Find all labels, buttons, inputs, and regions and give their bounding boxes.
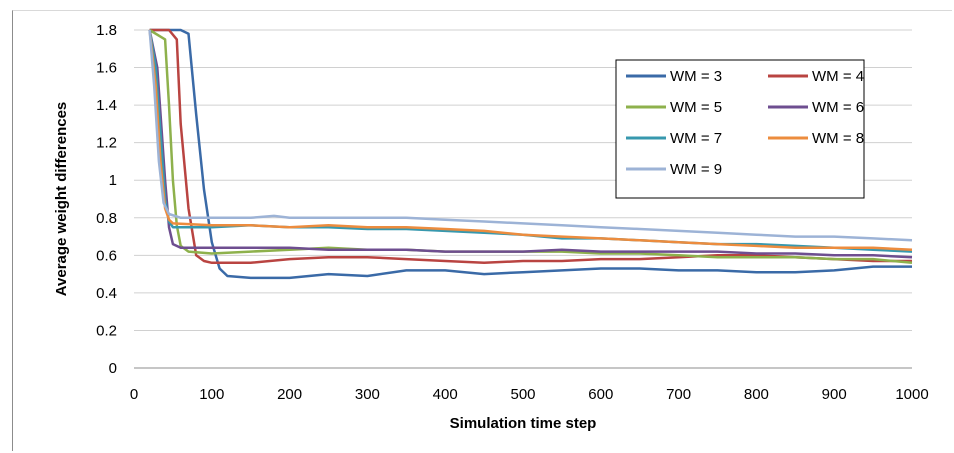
y-tick-label: 0.4 [96, 285, 117, 302]
y-axis-title: Average weight differences [53, 102, 70, 297]
x-tick-label: 400 [433, 386, 458, 403]
x-axis-ticks: 0 100 200 300 400 500 600 700 800 900 1000 [130, 386, 929, 403]
series-layer [148, 28, 913, 280]
y-tick-label: 0.8 [96, 210, 117, 227]
x-tick-label: 500 [510, 386, 535, 403]
legend: WM = 3 WM = 4 WM = 5 WM = 6 WM = 7 WM = 8 WM =… [615, 59, 865, 199]
y-axis-ticks: 0 0.2 0.4 0.6 0.8 1 1.2 1.4 1.6 1.8 [96, 22, 117, 377]
x-tick-label: 300 [355, 386, 380, 403]
y-tick-label: 0.2 [96, 322, 117, 339]
y-tick-label: 1 [109, 172, 117, 189]
x-tick-label: 600 [588, 386, 613, 403]
x-tick-label: 900 [822, 386, 847, 403]
y-tick-label: 1.6 [96, 60, 117, 77]
x-tick-label: 800 [744, 386, 769, 403]
series-line-5 [148, 29, 913, 253]
series-line-6 [148, 29, 913, 251]
x-tick-label: 1000 [895, 386, 928, 403]
legend-label: WM = 8 [812, 130, 864, 147]
y-tick-label: 0.6 [96, 247, 117, 264]
legend-label: WM = 6 [812, 99, 864, 116]
x-tick-label: 200 [277, 386, 302, 403]
series-line-2 [149, 28, 912, 265]
series-line-7 [148, 29, 913, 242]
x-tick-label: 100 [199, 386, 224, 403]
x-tick-label: 0 [130, 386, 138, 403]
legend-label: WM = 9 [670, 161, 722, 178]
series-line-4 [148, 29, 913, 259]
legend-label: WM = 4 [812, 68, 864, 85]
y-tick-label: 1.8 [96, 22, 117, 39]
legend-label: WM = 7 [670, 130, 722, 147]
x-tick-label: 700 [666, 386, 691, 403]
legend-label: WM = 3 [670, 68, 722, 85]
legend-label: WM = 5 [670, 99, 722, 116]
x-axis-title: Simulation time step [450, 415, 597, 432]
chart-frame [12, 10, 952, 451]
legend-box [615, 59, 865, 199]
y-tick-label: 1.2 [96, 135, 117, 152]
y-tick-label: 1.4 [96, 97, 117, 114]
y-tick-label: 0 [109, 360, 117, 377]
series-line-1 [149, 28, 912, 280]
